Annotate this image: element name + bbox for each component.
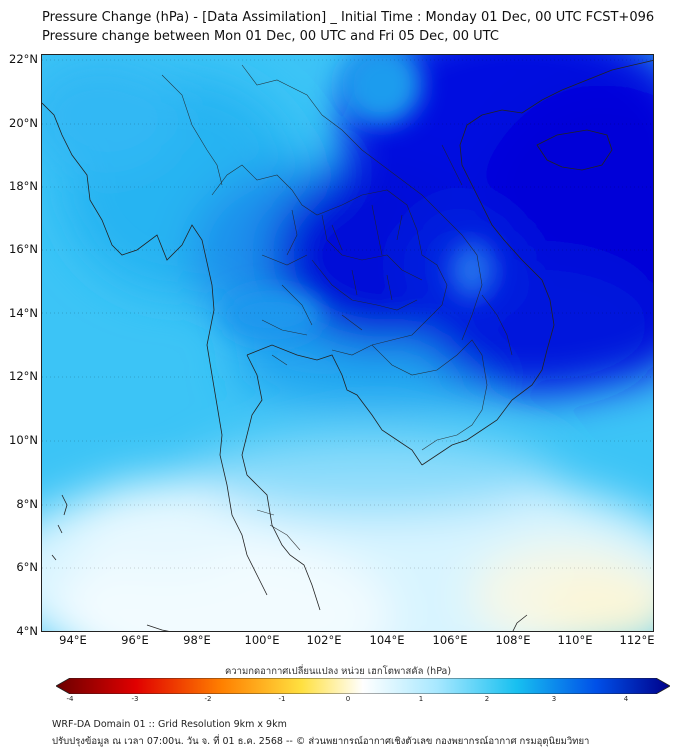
- footer-credit: ปรับปรุงข้อมูล ณ เวลา 07:00น. วัน จ. ที่…: [52, 736, 590, 747]
- lat-label-14n: 14°N: [9, 306, 38, 320]
- lon-label-106e: 106°E: [432, 633, 468, 647]
- lon-label-96e: 96°E: [121, 633, 149, 647]
- colorbar-tick: -1: [278, 695, 286, 703]
- lon-label-110e: 110°E: [557, 633, 593, 647]
- colorbar-tick: 0: [345, 695, 351, 703]
- colorbar-tick: -4: [66, 695, 74, 703]
- lon-label-98e: 98°E: [183, 633, 211, 647]
- colorbar-tick: 1: [418, 695, 424, 703]
- lon-label-108e: 108°E: [495, 633, 531, 647]
- lon-label-102e: 102°E: [306, 633, 342, 647]
- colorbar-tick: 3: [551, 695, 557, 703]
- lat-label-12n: 12°N: [9, 369, 38, 383]
- lat-label-16n: 16°N: [9, 242, 38, 256]
- colorbar-tick: 4: [623, 695, 629, 703]
- lat-label-20n: 20°N: [9, 116, 38, 130]
- colorbar: [55, 677, 671, 695]
- lat-label-10n: 10°N: [9, 433, 38, 447]
- pressure-change-map: [41, 54, 654, 632]
- admin-borders: [161, 64, 513, 551]
- lon-label-104e: 104°E: [369, 633, 405, 647]
- map-subtitle: Pressure change between Mon 01 Dec, 00 U…: [42, 29, 499, 44]
- colorbar-tick: -3: [131, 695, 139, 703]
- lat-label-6n: 6°N: [16, 560, 38, 574]
- lon-label-94e: 94°E: [59, 633, 87, 647]
- colorbar-label: ความกดอากาศเปลี่ยนแปลง หน่วย เฮกโตพาสคัล…: [224, 666, 452, 677]
- lon-label-100e: 100°E: [244, 633, 280, 647]
- lon-label-112e: 112°E: [619, 633, 655, 647]
- coastline-overlay: [42, 60, 653, 631]
- lat-label-4n: 4°N: [16, 624, 38, 638]
- lat-label-18n: 18°N: [9, 179, 38, 193]
- map-title: Pressure Change (hPa) - [Data Assimilati…: [42, 10, 655, 25]
- lat-label-8n: 8°N: [16, 497, 38, 511]
- lat-label-22n: 22°N: [9, 52, 38, 66]
- colorbar-tick: 2: [484, 695, 490, 703]
- map-canvas: [42, 55, 653, 631]
- colorbar-tick: -2: [204, 695, 212, 703]
- footer-model-info: WRF-DA Domain 01 :: Grid Resolution 9km …: [52, 719, 287, 730]
